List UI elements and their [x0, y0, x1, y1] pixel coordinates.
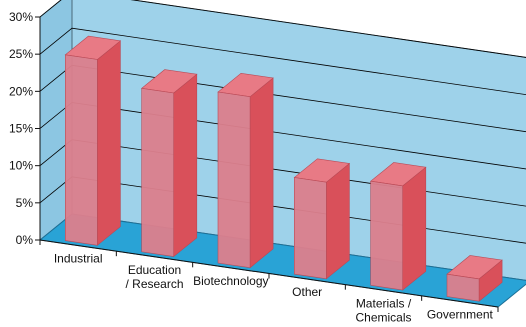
y-tick-label: 10%	[9, 159, 33, 173]
y-tick-label: 20%	[9, 84, 33, 98]
y-tick-label: 15%	[9, 122, 33, 136]
bar	[64, 35, 122, 246]
bar	[446, 255, 503, 302]
bar-side	[402, 166, 427, 291]
y-tick-label: 0%	[16, 233, 34, 247]
gridline	[39, 0, 526, 58]
x-tick-label: Materials / Chemicals	[355, 296, 411, 324]
bar-side	[97, 40, 121, 246]
x-axis: Industrial Education / Research Biotechnolo…	[39, 239, 499, 324]
bar-front	[65, 54, 98, 246]
y-tick-label: 25%	[9, 47, 33, 61]
bar-front	[141, 87, 174, 257]
bar	[217, 72, 274, 269]
bars	[64, 35, 503, 302]
x-tick-label: Industrial	[54, 252, 103, 266]
x-tick-label: Education / Research	[125, 263, 183, 291]
x-tick-label: Government	[427, 307, 494, 321]
x-tick-label: Other	[292, 285, 322, 299]
y-tick-label: 5%	[16, 196, 34, 210]
bar-side	[173, 73, 198, 258]
bar-front	[217, 91, 251, 269]
bar-side	[326, 162, 350, 280]
x-tick-label: Biotechnology	[193, 274, 268, 288]
y-tick-label: 30%	[9, 10, 33, 24]
bar	[140, 69, 198, 258]
bar	[293, 158, 351, 280]
bar-front	[293, 177, 327, 280]
bar-side	[249, 77, 274, 269]
bar	[369, 162, 427, 291]
bar-front	[446, 273, 480, 302]
gridline	[39, 27, 526, 96]
bar-front	[370, 180, 404, 291]
y-axis: 0% 5% 10% 15% 20% 25% 30%	[9, 10, 41, 247]
